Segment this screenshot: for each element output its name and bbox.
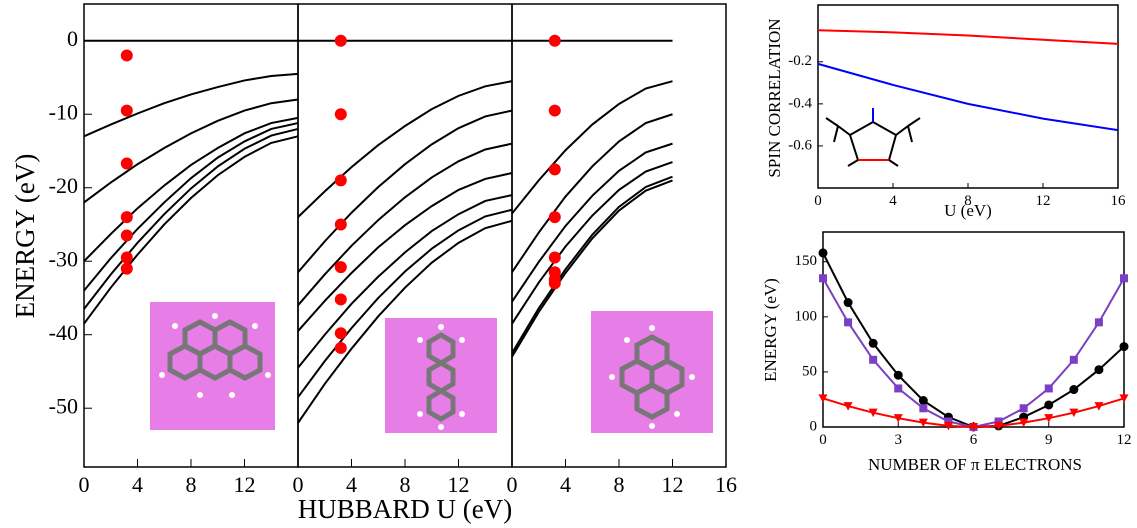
x-tick-label: 4 bbox=[889, 193, 897, 209]
x-tick-label: 0 bbox=[79, 472, 90, 497]
x-tick-label: 12 bbox=[1036, 193, 1051, 209]
y-tick-label: -0.6 bbox=[788, 137, 812, 153]
x-tick-label: 0 bbox=[293, 472, 304, 497]
y-tick-label: -40 bbox=[49, 320, 78, 345]
x-tick-label: 12 bbox=[234, 472, 256, 497]
x-axis-label: HUBBARD U (eV) bbox=[298, 494, 512, 524]
molecule-inset bbox=[150, 302, 275, 430]
series-line bbox=[823, 278, 1124, 427]
x-tick-label: 4 bbox=[560, 472, 571, 497]
y-tick-label: 100 bbox=[795, 308, 818, 324]
x-tick-label: 4 bbox=[132, 472, 143, 497]
y-tick-label: -0.4 bbox=[788, 95, 812, 111]
data-point bbox=[121, 263, 133, 275]
molecule-inset bbox=[385, 318, 497, 433]
marker bbox=[1069, 385, 1078, 394]
x-axis-label: U (eV) bbox=[944, 201, 992, 220]
series-line bbox=[818, 64, 1118, 130]
marker bbox=[919, 396, 928, 405]
y-tick-label: 0 bbox=[67, 26, 78, 51]
y-tick-label: -10 bbox=[49, 99, 78, 124]
x-tick-label: 12 bbox=[448, 472, 470, 497]
figure: 0 4 8 12 0 -10 -20 -30 -40 -50 0 4 8 12 0 4 8 12 16 ENERGY … bbox=[0, 0, 1137, 528]
data-point bbox=[335, 35, 347, 47]
y-tick-label: -50 bbox=[49, 393, 78, 418]
data-point bbox=[335, 293, 347, 305]
marker bbox=[1095, 318, 1103, 326]
x-tick-label: 16 bbox=[715, 472, 737, 497]
data-point bbox=[335, 327, 347, 339]
marker bbox=[1094, 365, 1103, 374]
y-tick-label: -30 bbox=[49, 246, 78, 271]
y-axis-label: SPIN CORRELATION bbox=[765, 18, 784, 177]
series-line bbox=[84, 100, 298, 203]
x-axis-label: NUMBER OF π ELECTRONS bbox=[868, 455, 1082, 474]
marker bbox=[1120, 342, 1129, 351]
x-tick-label: 0 bbox=[814, 193, 822, 209]
y-tick-label: 50 bbox=[802, 363, 817, 379]
data-point bbox=[121, 230, 133, 242]
data-point bbox=[549, 35, 561, 47]
data-point bbox=[335, 108, 347, 120]
marker bbox=[1120, 274, 1128, 282]
x-tick-label: 12 bbox=[1117, 432, 1132, 448]
x-tick-label: 3 bbox=[895, 432, 903, 448]
series-line bbox=[512, 81, 673, 213]
marker bbox=[1020, 404, 1028, 412]
data-point bbox=[121, 252, 133, 264]
marker bbox=[894, 384, 902, 392]
data-point bbox=[121, 105, 133, 117]
x-tick-label: 0 bbox=[507, 472, 518, 497]
x-tick-label: 9 bbox=[1045, 432, 1053, 448]
data-point bbox=[335, 342, 347, 354]
marker bbox=[894, 371, 903, 380]
x-tick-label: 6 bbox=[970, 432, 978, 448]
molecule-inset bbox=[591, 311, 713, 433]
x-tick-label: 8 bbox=[186, 472, 197, 497]
marker bbox=[819, 248, 828, 257]
y-tick-label: -0.2 bbox=[788, 53, 812, 69]
data-point bbox=[121, 49, 133, 61]
marker bbox=[844, 318, 852, 326]
plot-frame bbox=[823, 232, 1124, 427]
x-tick-label: 8 bbox=[614, 472, 625, 497]
y-tick-label: -20 bbox=[49, 173, 78, 198]
data-point bbox=[549, 277, 561, 289]
series-line bbox=[818, 30, 1118, 44]
marker bbox=[1044, 400, 1053, 409]
series-line bbox=[84, 123, 298, 291]
x-tick-label: 0 bbox=[819, 432, 827, 448]
pentagon-inset bbox=[826, 108, 920, 166]
y-axis-label: ENERGY (eV) bbox=[761, 278, 780, 382]
series-line bbox=[512, 114, 673, 272]
x-tick-label: 4 bbox=[346, 472, 357, 497]
marker bbox=[819, 274, 827, 282]
marker bbox=[1070, 356, 1078, 364]
marker bbox=[869, 339, 878, 348]
data-point bbox=[121, 211, 133, 223]
series-line bbox=[298, 111, 512, 273]
data-point bbox=[335, 174, 347, 186]
marker bbox=[919, 404, 927, 412]
series-line bbox=[823, 253, 1124, 427]
marker bbox=[869, 356, 877, 364]
data-point bbox=[549, 211, 561, 223]
marker bbox=[1045, 384, 1053, 392]
x-tick-label: 12 bbox=[662, 472, 684, 497]
y-tick-label: 0 bbox=[810, 418, 818, 434]
data-point bbox=[121, 157, 133, 169]
x-tick-label: 16 bbox=[1111, 193, 1127, 209]
data-point bbox=[335, 218, 347, 230]
y-tick-label: 150 bbox=[795, 253, 818, 269]
x-tick-label: 8 bbox=[400, 472, 411, 497]
data-point bbox=[549, 105, 561, 117]
marker bbox=[844, 298, 853, 307]
data-point bbox=[549, 163, 561, 175]
y-axis-label: ENERGY (eV) bbox=[10, 154, 40, 319]
data-point bbox=[335, 261, 347, 273]
data-point bbox=[549, 252, 561, 264]
